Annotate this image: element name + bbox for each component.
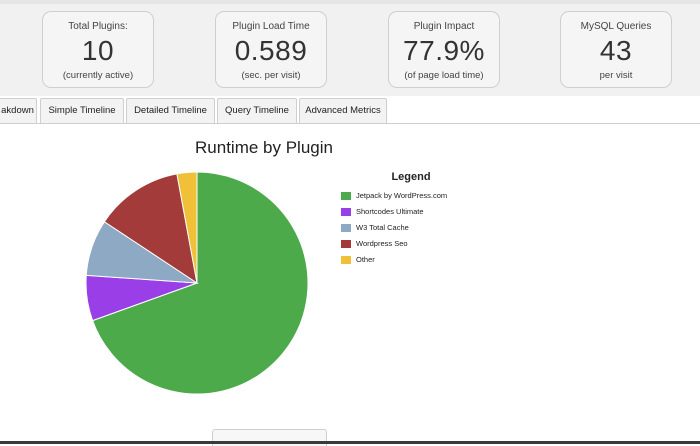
legend-label: W3 Total Cache xyxy=(356,223,409,232)
legend-swatch xyxy=(341,224,351,232)
tab-detailed-timeline[interactable]: Detailed Timeline xyxy=(126,98,215,123)
tab-bar: akdown Simple Timeline Detailed Timeline… xyxy=(0,96,700,124)
bottom-strip xyxy=(0,441,700,444)
stat-label: Plugin Load Time xyxy=(232,21,310,32)
legend-label: Other xyxy=(356,255,375,264)
stat-card-mysql-queries: MySQL Queries 43 per visit xyxy=(560,11,672,88)
tab-query-timeline[interactable]: Query Timeline xyxy=(217,98,297,123)
legend-swatch xyxy=(341,208,351,216)
stat-label: Total Plugins: xyxy=(68,21,128,32)
pie-slice-wordpress-seo[interactable] xyxy=(103,173,198,285)
legend-label: Jetpack by WordPress.com xyxy=(356,191,448,200)
pie-slice-jetpack-by-wordpress-com[interactable] xyxy=(91,171,309,395)
stat-label: MySQL Queries xyxy=(580,21,652,32)
tab-breakdown[interactable]: akdown xyxy=(0,98,37,123)
legend-swatch xyxy=(341,192,351,200)
stat-sub: (sec. per visit) xyxy=(241,70,301,81)
stat-card-plugin-impact: Plugin Impact 77.9% (of page load time) xyxy=(388,11,500,88)
stat-sub: (of page load time) xyxy=(404,70,484,81)
pie-chart xyxy=(85,171,309,395)
stat-card-total-plugins: Total Plugins: 10 (currently active) xyxy=(42,11,154,88)
stat-sub: (currently active) xyxy=(62,70,134,81)
pie-slice-other[interactable] xyxy=(176,171,198,284)
legend-title: Legend xyxy=(391,171,431,183)
legend-swatch xyxy=(341,256,351,264)
legend-label: Shortcodes Ultimate xyxy=(356,207,424,216)
chart-title: Runtime by Plugin xyxy=(195,138,333,157)
stat-value: 77.9% xyxy=(403,35,485,66)
stat-value: 43 xyxy=(599,35,633,66)
tab-simple-timeline[interactable]: Simple Timeline xyxy=(40,98,124,123)
stat-value: 0.589 xyxy=(234,35,308,66)
tab-advanced-metrics[interactable]: Advanced Metrics xyxy=(299,98,387,123)
stat-sub: per visit xyxy=(599,70,633,81)
legend-swatch xyxy=(341,240,351,248)
legend-label: Wordpress Seo xyxy=(356,239,408,248)
stat-card-plugin-load-time: Plugin Load Time 0.589 (sec. per visit) xyxy=(215,11,327,88)
stat-value: 10 xyxy=(81,35,115,66)
top-divider xyxy=(0,0,700,4)
stat-label: Plugin Impact xyxy=(413,21,475,32)
stats-bar: Total Plugins: 10 (currently active) Plu… xyxy=(0,0,700,97)
